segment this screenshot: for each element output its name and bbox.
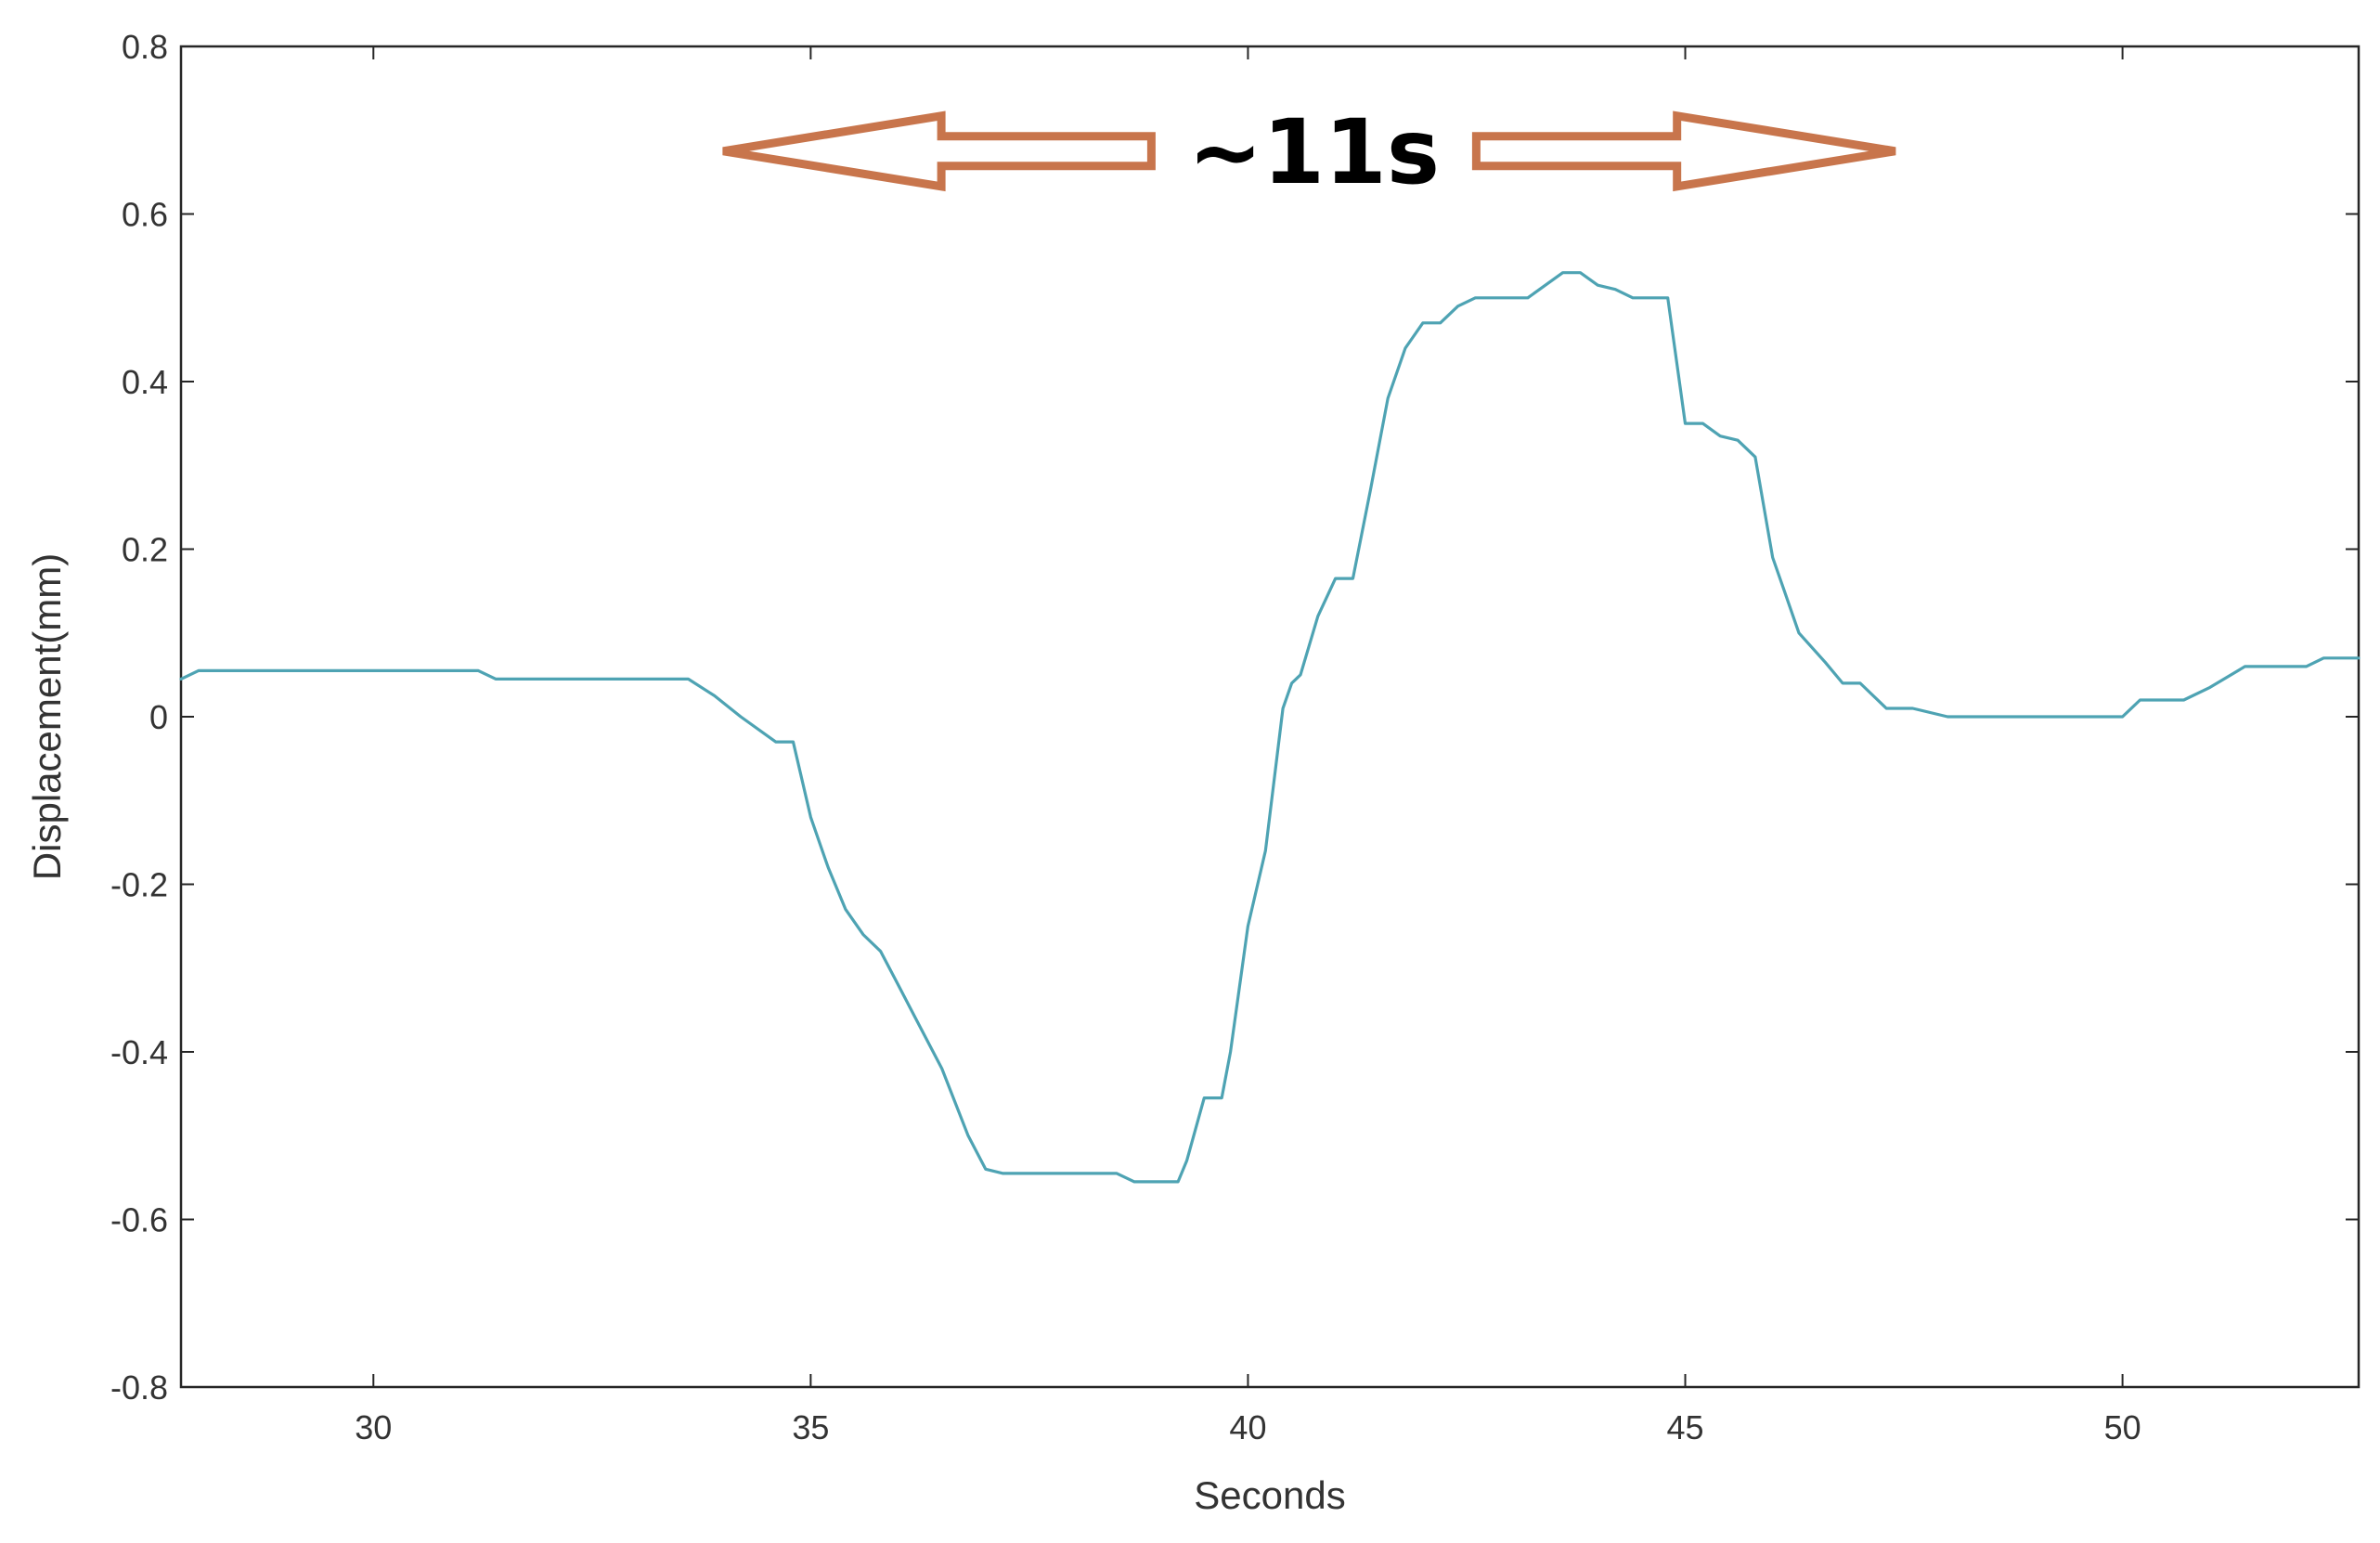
y-tick-label: -0.8 xyxy=(110,1368,168,1407)
y-tick-label: 0 xyxy=(149,698,168,736)
duration-annotation: ~11s xyxy=(722,100,1896,204)
x-tick-label: 35 xyxy=(792,1408,829,1446)
y-tick-label: 0.8 xyxy=(122,28,168,66)
duration-annotation-text: ~11s xyxy=(1188,100,1440,204)
y-axis-label: Displacement(mm) xyxy=(25,553,69,880)
x-tick-label: 30 xyxy=(355,1408,392,1446)
x-axis-label: Seconds xyxy=(1194,1473,1345,1517)
y-tick-label: 0.4 xyxy=(122,363,168,401)
left-arrow-icon xyxy=(722,110,1156,192)
y-tick-label: -0.4 xyxy=(110,1033,168,1071)
x-tick-label: 40 xyxy=(1229,1408,1266,1446)
y-tick-label: 0.2 xyxy=(122,531,168,569)
y-tick-label: 0.6 xyxy=(122,196,168,234)
x-tick-label: 50 xyxy=(2104,1408,2141,1446)
x-tick-label: 45 xyxy=(1667,1408,1704,1446)
series-line xyxy=(179,271,2361,1184)
y-axis-ticks: -0.8 -0.6 -0.4 -0.2 0 0.2 0.4 0.6 0.8 xyxy=(110,28,2359,1407)
x-axis-ticks: 30 35 40 45 50 xyxy=(355,46,2141,1446)
right-arrow-icon xyxy=(1471,110,1896,192)
y-tick-label: -0.6 xyxy=(110,1201,168,1239)
y-tick-label: -0.2 xyxy=(110,866,168,904)
